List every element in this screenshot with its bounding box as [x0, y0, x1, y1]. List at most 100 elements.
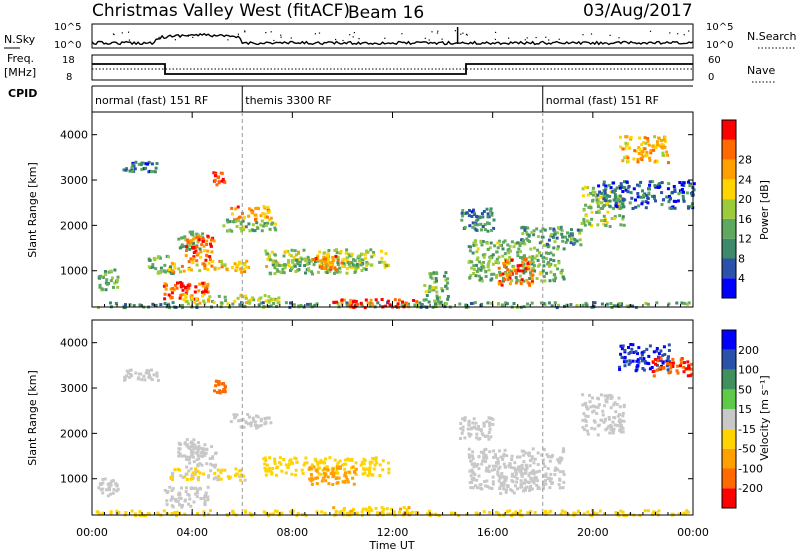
heatmap-cell [535, 483, 539, 487]
heatmap-cell [606, 201, 610, 205]
heatmap-cell [415, 300, 419, 303]
heatmap-cell [553, 468, 557, 472]
heatmap-cell [202, 447, 206, 451]
heatmap-cell [592, 511, 596, 515]
heatmap-cell [475, 269, 479, 273]
heatmap-cell [335, 248, 338, 252]
heatmap-cell [596, 193, 600, 197]
heatmap-cell [581, 403, 585, 407]
noise-search-dot [558, 38, 560, 40]
colorbar-swatch [722, 409, 736, 429]
heatmap-cell [338, 466, 342, 470]
heatmap-cell [529, 484, 533, 488]
heatmap-cell [470, 210, 474, 214]
heatmap-cell [265, 463, 269, 467]
heatmap-cell [527, 281, 531, 285]
heatmap-cell [184, 490, 188, 494]
heatmap-cell [266, 205, 270, 209]
heatmap-cell [624, 135, 628, 139]
heatmap-cell [425, 294, 429, 297]
heatmap-cell [189, 445, 193, 448]
heatmap-cell [192, 460, 196, 464]
heatmap-cell [543, 279, 547, 283]
heatmap-cell [494, 260, 498, 264]
heatmap-cell [475, 263, 478, 267]
heatmap-cell [532, 477, 536, 481]
heatmap-cell [429, 288, 433, 292]
colorbar-swatch [722, 468, 736, 489]
heatmap-cell [511, 512, 515, 516]
heatmap-cell [177, 496, 181, 500]
heatmap-cell [569, 303, 573, 306]
heatmap-cell [483, 228, 487, 232]
heatmap-cell [510, 269, 514, 273]
heatmap-cell [197, 233, 201, 237]
heatmap-cell [611, 420, 615, 424]
heatmap-cell [522, 449, 526, 453]
heatmap-cell [481, 225, 485, 229]
heatmap-cell [109, 269, 113, 273]
heatmap-cell [294, 270, 298, 273]
heatmap-cell [180, 245, 184, 249]
heatmap-cell [530, 262, 534, 266]
heatmap-cell [604, 223, 608, 227]
heatmap-cell [561, 239, 565, 243]
heatmap-cell [478, 260, 481, 264]
heatmap-cell [205, 253, 209, 257]
noise-left-tick-top: 10^5 [54, 22, 81, 33]
noise-search-dot [609, 34, 611, 36]
heatmap-cell [292, 303, 296, 307]
heatmap-cell [217, 181, 221, 185]
heatmap-cell [366, 262, 370, 266]
heatmap-cell [623, 364, 627, 368]
heatmap-cell [98, 276, 101, 280]
heatmap-cell [233, 299, 237, 303]
heatmap-cell [350, 261, 354, 265]
heatmap-cell [386, 512, 390, 516]
heatmap-cell [621, 414, 625, 418]
heatmap-cell [512, 245, 516, 249]
heatmap-cell [677, 512, 681, 516]
heatmap-cell [181, 284, 185, 288]
heatmap-cell [285, 263, 289, 267]
heatmap-cell [202, 262, 206, 266]
heatmap-cell [544, 479, 548, 483]
heatmap-cell [597, 423, 601, 427]
heatmap-cell [111, 491, 115, 495]
heatmap-cell [125, 369, 129, 373]
heatmap-cell [686, 360, 690, 364]
heatmap-cell [517, 247, 521, 251]
x-tick-label: 12:00 [377, 526, 409, 539]
heatmap-cell [531, 447, 535, 451]
heatmap-cell [220, 171, 224, 175]
heatmap-cell [648, 180, 652, 184]
heatmap-cell [467, 214, 471, 218]
heatmap-cell [549, 262, 553, 266]
heatmap-cell [499, 484, 503, 488]
heatmap-cell [527, 234, 531, 238]
heatmap-cell [547, 252, 550, 255]
heatmap-cell [269, 272, 273, 276]
heatmap-cell [290, 248, 294, 252]
heatmap-cell [535, 277, 539, 280]
heatmap-cell [473, 301, 477, 305]
heatmap-cell [582, 208, 586, 212]
heatmap-cell [647, 143, 651, 147]
heatmap-cell [522, 239, 525, 243]
colorbar-tick-label: 16 [738, 213, 752, 226]
heatmap-cell [542, 473, 546, 477]
heatmap-cell [605, 302, 609, 306]
heatmap-cell [533, 510, 537, 514]
heatmap-cell [596, 205, 600, 209]
heatmap-cell [185, 289, 189, 293]
heatmap-cell [319, 459, 323, 462]
heatmap-cell [468, 224, 472, 228]
heatmap-cell [311, 478, 315, 482]
heatmap-cell [196, 477, 200, 481]
heatmap-cell [204, 287, 207, 291]
heatmap-cell [523, 471, 527, 475]
heatmap-cell [147, 160, 151, 164]
heatmap-cell [234, 415, 238, 419]
heatmap-cell [221, 177, 225, 181]
